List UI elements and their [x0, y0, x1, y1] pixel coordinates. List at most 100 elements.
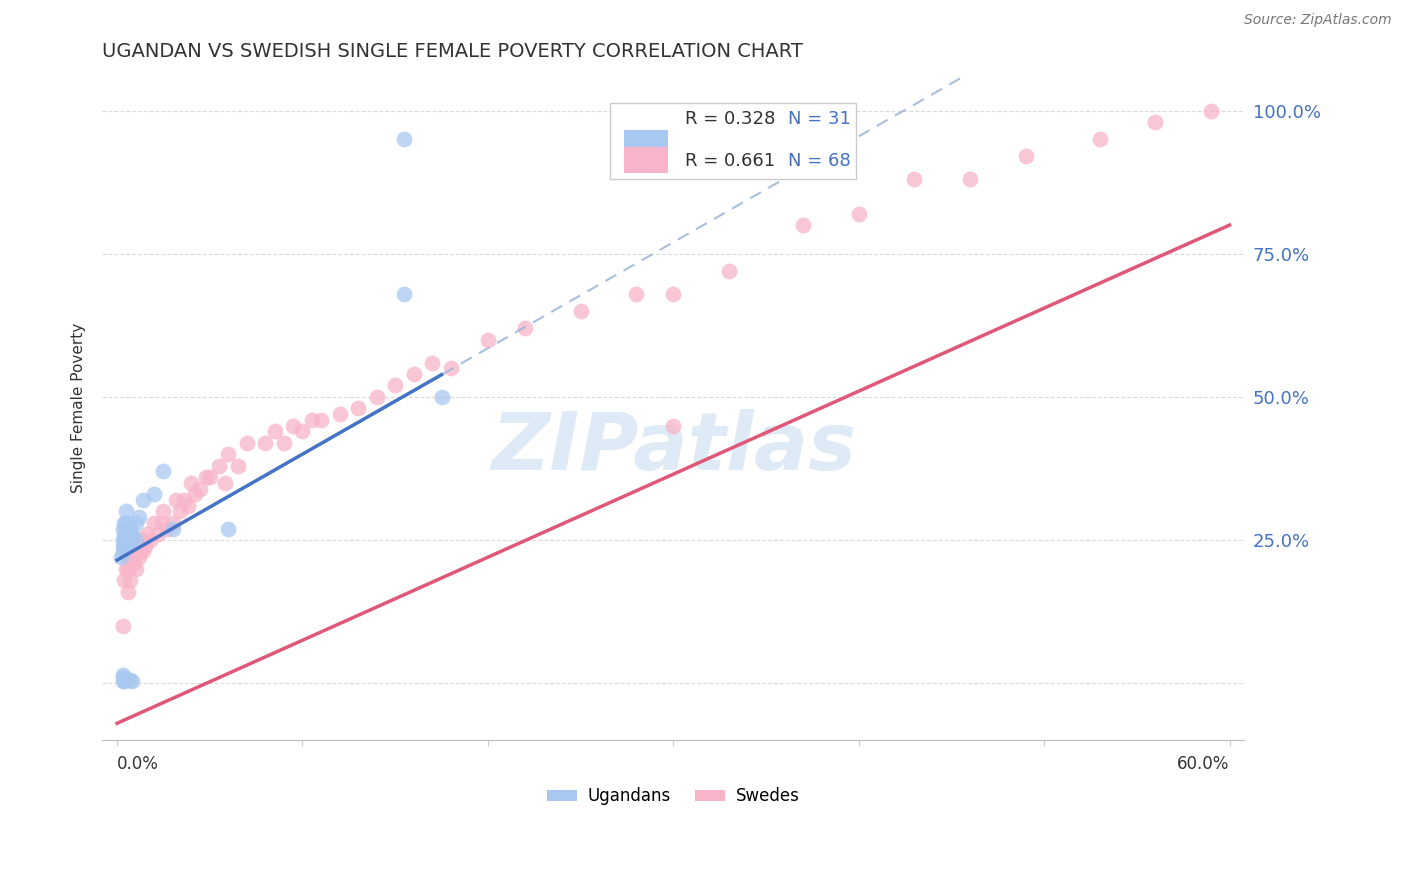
Point	[117, 527, 139, 541]
Text: 60.0%: 60.0%	[1177, 755, 1229, 772]
Point	[124, 533, 146, 547]
Point	[115, 533, 138, 547]
Point	[118, 533, 141, 547]
Point	[848, 207, 870, 221]
Point	[263, 424, 285, 438]
Point	[328, 407, 350, 421]
Point	[115, 527, 138, 541]
Point	[440, 361, 463, 376]
Point	[717, 264, 740, 278]
Point	[236, 435, 259, 450]
Point	[111, 667, 134, 681]
Point	[117, 562, 139, 576]
Point	[662, 418, 685, 433]
Text: N = 68: N = 68	[787, 152, 851, 169]
Point	[169, 504, 191, 518]
Point	[301, 413, 323, 427]
Point	[430, 390, 453, 404]
Point	[115, 539, 138, 553]
Point	[959, 172, 981, 186]
Point	[420, 355, 443, 369]
Point	[477, 333, 499, 347]
Point	[124, 516, 146, 530]
Point	[127, 544, 149, 558]
Point	[121, 527, 143, 541]
Point	[1199, 103, 1222, 118]
Point	[114, 516, 136, 530]
Point	[134, 539, 156, 553]
Point	[190, 482, 212, 496]
Bar	[624, 147, 668, 172]
Point	[118, 522, 141, 536]
Point	[152, 504, 174, 518]
Point	[162, 516, 184, 530]
Bar	[610, 103, 856, 179]
Point	[156, 522, 179, 536]
Point	[128, 510, 150, 524]
Point	[114, 573, 136, 587]
Text: UGANDAN VS SWEDISH SINGLE FEMALE POVERTY CORRELATION CHART: UGANDAN VS SWEDISH SINGLE FEMALE POVERTY…	[103, 42, 803, 61]
Point	[114, 533, 136, 547]
Point	[143, 516, 166, 530]
Point	[309, 413, 332, 427]
Text: R = 0.328: R = 0.328	[685, 111, 775, 128]
Point	[117, 522, 139, 536]
Point	[291, 424, 314, 438]
Point	[173, 492, 195, 507]
Point	[115, 673, 138, 688]
Point	[146, 527, 169, 541]
Point	[124, 539, 146, 553]
Point	[111, 522, 134, 536]
Point	[662, 286, 685, 301]
Point	[150, 516, 173, 530]
Point	[624, 286, 647, 301]
Point	[513, 321, 536, 335]
Bar	[624, 129, 668, 155]
Point	[217, 447, 239, 461]
Point	[111, 671, 134, 685]
Point	[128, 550, 150, 565]
Point	[114, 674, 136, 689]
Point	[384, 378, 406, 392]
Point	[198, 470, 221, 484]
Point	[122, 556, 145, 570]
Point	[115, 522, 138, 536]
Point	[226, 458, 249, 473]
Point	[254, 435, 277, 450]
Point	[118, 573, 141, 587]
Point	[121, 550, 143, 565]
Point	[117, 539, 139, 553]
Point	[217, 522, 239, 536]
Text: ZIPatlas: ZIPatlas	[491, 409, 856, 487]
Point	[132, 544, 155, 558]
Point	[115, 516, 138, 530]
Y-axis label: Single Female Poverty: Single Female Poverty	[72, 323, 86, 493]
Point	[903, 172, 925, 186]
Text: Source: ZipAtlas.com: Source: ZipAtlas.com	[1244, 13, 1392, 28]
Point	[366, 390, 388, 404]
Point	[162, 522, 184, 536]
Point	[124, 562, 146, 576]
Point	[132, 492, 155, 507]
Point	[110, 550, 132, 565]
Point	[118, 673, 141, 688]
Point	[165, 492, 187, 507]
Point	[115, 504, 138, 518]
Point	[114, 527, 136, 541]
Point	[569, 304, 592, 318]
Point	[121, 674, 143, 689]
Point	[283, 418, 305, 433]
Point	[111, 619, 134, 633]
Point	[176, 499, 198, 513]
Point	[273, 435, 295, 450]
Point	[111, 674, 134, 689]
Point	[115, 550, 138, 565]
Point	[118, 550, 141, 565]
Point	[214, 475, 236, 490]
Point	[394, 132, 416, 146]
Point	[111, 533, 134, 547]
Point	[152, 464, 174, 478]
Text: R = 0.661: R = 0.661	[685, 152, 775, 169]
Point	[195, 470, 218, 484]
Point	[347, 401, 370, 416]
